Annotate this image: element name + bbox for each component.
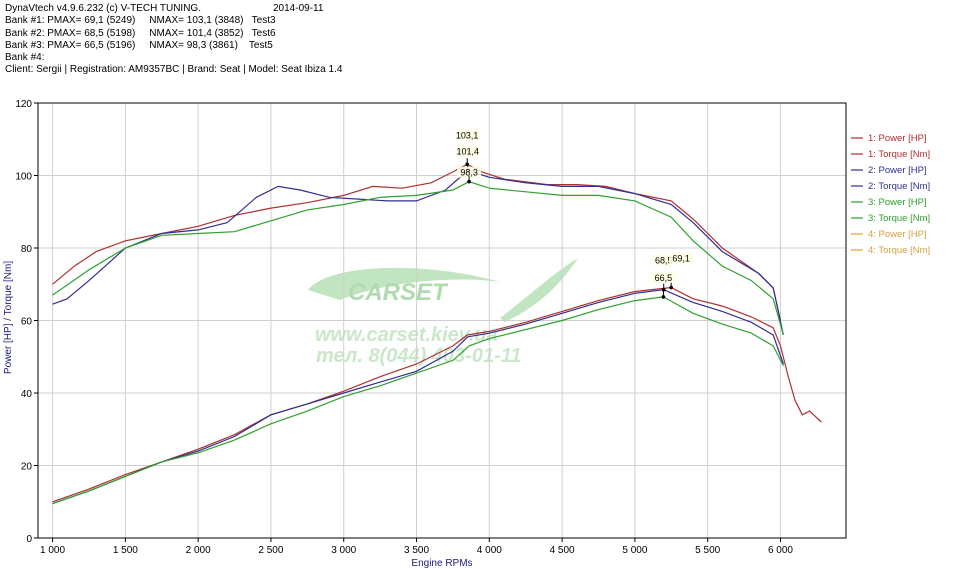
x-tick-label: 5 000 bbox=[622, 545, 647, 556]
series-line bbox=[52, 181, 784, 336]
annotation-marker bbox=[467, 179, 471, 184]
bank-pmax: PMAX= 69,1 (5249) bbox=[47, 15, 136, 27]
y-tick-label: 20 bbox=[21, 462, 33, 473]
x-tick-label: 3 000 bbox=[331, 545, 356, 556]
chart-series bbox=[52, 163, 822, 505]
bank-nmax: NMAX= 98,3 (3861) bbox=[149, 39, 238, 51]
annotation-label: 68,5 bbox=[655, 256, 673, 266]
y-tick-label: 0 bbox=[26, 534, 32, 545]
annotation-box bbox=[669, 252, 694, 264]
bank-pmax: PMAX= 68,5 (5198) bbox=[47, 27, 136, 39]
series-line bbox=[52, 163, 782, 321]
annotation-label: 103,1 bbox=[456, 130, 479, 140]
watermark-swoosh-shape bbox=[500, 258, 578, 322]
x-tick-label: 2 500 bbox=[258, 545, 283, 556]
annotation-marker bbox=[465, 162, 469, 167]
x-tick-label: 4 000 bbox=[477, 545, 502, 556]
x-tick-label: 6 000 bbox=[768, 545, 793, 556]
x-tick-label: 1 000 bbox=[40, 545, 65, 556]
watermark-website: www.carset.kiev.ua bbox=[315, 324, 498, 346]
series-line bbox=[52, 296, 784, 505]
watermark-brand: CARSET bbox=[348, 279, 449, 306]
legend-entry: 3: Power [HP] bbox=[868, 197, 927, 208]
carset-watermark: CARSET www.carset.kiev.ua тел. 8(044) 40… bbox=[308, 258, 578, 367]
annotation-box bbox=[457, 166, 482, 178]
title-row: DynaVtech v4.9.6.232 (c) V-TECH TUNING. 2… bbox=[5, 3, 342, 15]
bank-test: Test6 bbox=[251, 27, 276, 39]
legend-entry: 4: Power [HP] bbox=[868, 229, 927, 240]
bank-test: Test5 bbox=[248, 39, 273, 51]
y-tick-label: 100 bbox=[15, 172, 32, 183]
annotation-label: 98,3 bbox=[460, 168, 478, 178]
y-axis-label: Power [HP] / Torque [Nm] bbox=[3, 261, 14, 374]
bank-label: Bank #4: bbox=[5, 52, 45, 64]
bank-row-2: Bank #2: PMAX= 68,5 (5198) NMAX= 101,4 (… bbox=[5, 28, 342, 40]
report-date: 2014-09-11 bbox=[273, 3, 324, 14]
series-line bbox=[52, 286, 822, 503]
chart-legend: 1: Power [HP] 1: Torque [Nm] 2: Power [HP]… bbox=[851, 133, 930, 256]
legend-entry: 1: Torque [Nm] bbox=[868, 149, 930, 160]
bank-label: Bank #3: bbox=[5, 39, 45, 51]
series-line bbox=[52, 289, 784, 505]
annotation-marker bbox=[669, 285, 673, 290]
bank-nmax: NMAX= 103,1 (3848) bbox=[149, 15, 244, 27]
annotation-marker bbox=[661, 295, 666, 299]
annotation-label: 66,5 bbox=[655, 273, 673, 283]
legend-entry: 2: Torque [Nm] bbox=[868, 181, 930, 192]
chart-grid bbox=[38, 102, 846, 538]
watermark-swoosh-shape bbox=[308, 267, 500, 300]
y-tick-label: 80 bbox=[21, 244, 33, 255]
x-tick-label: 1 500 bbox=[113, 545, 138, 556]
bank-pmax: PMAX= 66,5 (5196) bbox=[47, 39, 136, 51]
x-tick-label: 2 000 bbox=[186, 545, 211, 556]
bank-row-3: Bank #3: PMAX= 66,5 (5196) NMAX= 98,3 (3… bbox=[5, 40, 342, 52]
annotation-marker bbox=[661, 287, 666, 292]
y-tick-label: 40 bbox=[21, 389, 33, 400]
legend-entry: 3: Torque [Nm] bbox=[868, 213, 930, 224]
bank-nmax: NMAX= 101,4 (3852) bbox=[149, 27, 244, 39]
annotation-box bbox=[455, 145, 480, 157]
legend-entry: 4: Torque [Nm] bbox=[868, 245, 930, 256]
chart-axes: 1 000 1 500 2 000 2 500 3 000 3 500 4 000 4 500… bbox=[3, 99, 847, 569]
x-tick-label: 4 500 bbox=[550, 545, 575, 556]
client-info: Client: Sergii | Registration: AM9357BC … bbox=[5, 64, 343, 76]
x-tick-label: 5 500 bbox=[695, 545, 720, 556]
watermark-phone: тел. 8(044) 403-01-11 bbox=[316, 345, 522, 367]
annotation-box bbox=[651, 271, 676, 283]
y-tick-label: 120 bbox=[15, 99, 32, 110]
bank-row-1: Bank #1: PMAX= 69,1 (5249) NMAX= 103,1 (… bbox=[5, 15, 342, 27]
annotation-box bbox=[651, 254, 676, 266]
y-tick-label: 60 bbox=[21, 317, 33, 328]
series-line bbox=[52, 169, 784, 336]
bank-row-4: Bank #4: bbox=[5, 52, 342, 64]
bank-label: Bank #1: bbox=[5, 15, 45, 27]
app-title: DynaVtech v4.9.6.232 (c) V-TECH TUNING. bbox=[5, 3, 201, 14]
x-axis-label: Engine RPMs bbox=[411, 558, 472, 569]
peak-annotations: 103,1 101,4 98,3 68,5 69,1 66,5 bbox=[455, 129, 694, 299]
x-tick-label: 3 500 bbox=[404, 545, 429, 556]
annotation-label: 69,1 bbox=[672, 254, 690, 264]
bank-test: Test3 bbox=[251, 15, 276, 27]
annotation-box bbox=[455, 129, 480, 141]
bank-label: Bank #2: bbox=[5, 27, 45, 39]
legend-entry: 2: Power [HP] bbox=[868, 165, 927, 176]
legend-entry: 1: Power [HP] bbox=[868, 133, 927, 144]
annotation-label: 101,4 bbox=[457, 146, 480, 156]
report-header: DynaVtech v4.9.6.232 (c) V-TECH TUNING. 2… bbox=[5, 3, 342, 77]
